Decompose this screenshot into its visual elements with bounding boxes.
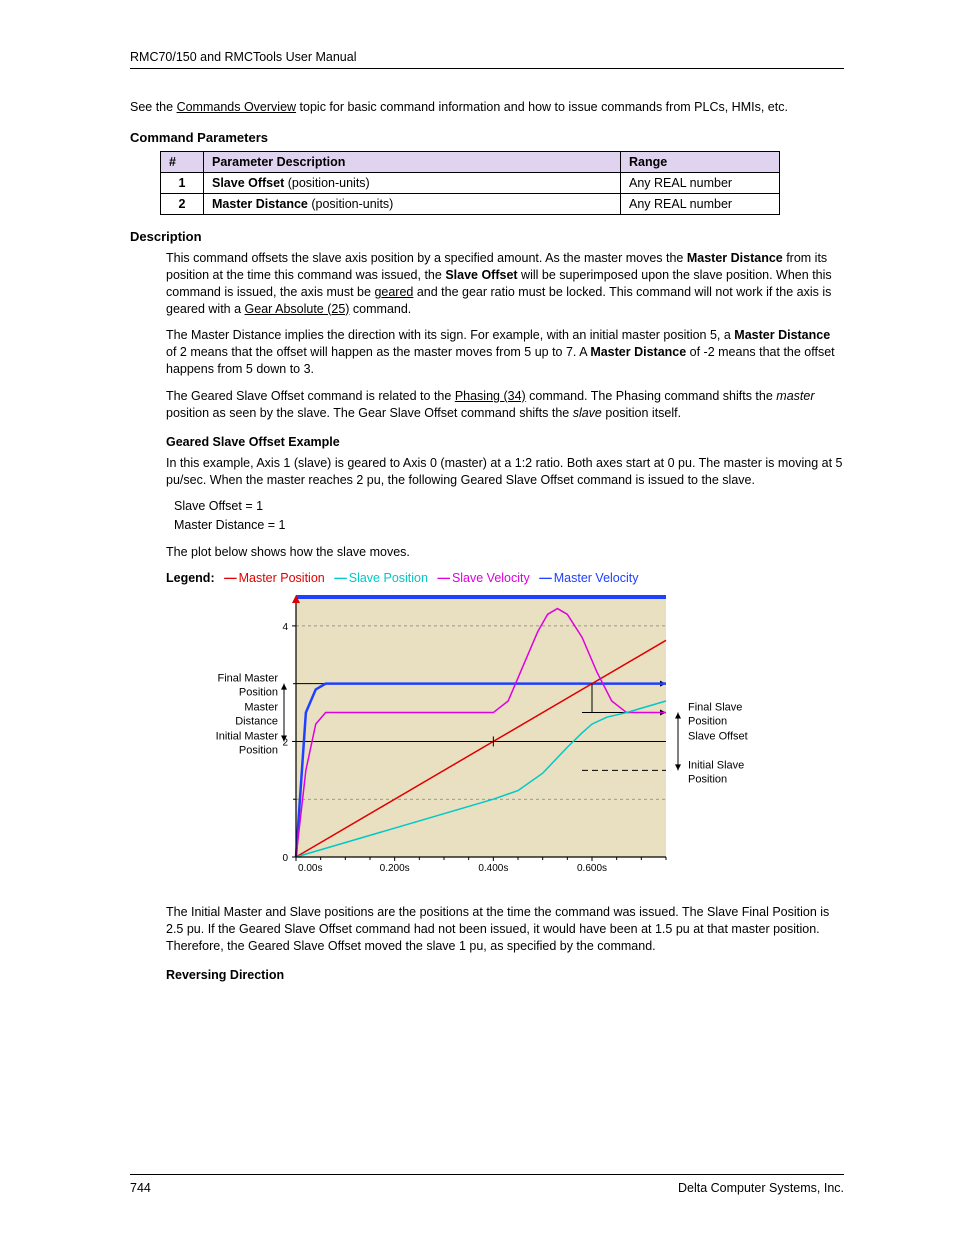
table-row: 2 Master Distance (position-units) Any R…	[161, 193, 780, 214]
col-num: #	[161, 151, 204, 172]
svg-text:Position: Position	[239, 687, 278, 699]
example-p1: In this example, Axis 1 (slave) is geare…	[166, 455, 844, 489]
svg-text:Master: Master	[244, 702, 278, 714]
page-header: RMC70/150 and RMCTools User Manual	[130, 50, 844, 64]
example-value-1: Slave Offset = 1	[174, 498, 844, 515]
intro-paragraph: See the Commands Overview topic for basi…	[130, 99, 844, 116]
description-heading: Description	[130, 229, 844, 244]
chart: 0240.00s0.200s0.400s0.600sFinal MasterPo…	[166, 587, 844, 890]
geared-link[interactable]: geared	[374, 285, 413, 299]
svg-text:0.200s: 0.200s	[380, 863, 410, 874]
command-parameters-heading: Command Parameters	[130, 130, 844, 145]
col-desc: Parameter Description	[204, 151, 621, 172]
svg-text:Distance: Distance	[235, 716, 278, 728]
company-name: Delta Computer Systems, Inc.	[678, 1181, 844, 1195]
example-heading: Geared Slave Offset Example	[166, 434, 844, 451]
table-header-row: # Parameter Description Range	[161, 151, 780, 172]
svg-text:0.600s: 0.600s	[577, 863, 607, 874]
phasing-link[interactable]: Phasing (34)	[455, 389, 526, 403]
svg-text:0: 0	[282, 853, 288, 864]
page-footer: 744 Delta Computer Systems, Inc.	[130, 1168, 844, 1195]
header-rule	[130, 68, 844, 69]
svg-text:Position: Position	[239, 744, 278, 756]
parameters-table: # Parameter Description Range 1 Slave Of…	[160, 151, 780, 215]
svg-text:Position: Position	[688, 773, 727, 785]
col-range: Range	[621, 151, 780, 172]
page-number: 744	[130, 1181, 151, 1195]
table-row: 1 Slave Offset (position-units) Any REAL…	[161, 172, 780, 193]
svg-text:Initial Master: Initial Master	[216, 730, 279, 742]
svg-text:0.400s: 0.400s	[478, 863, 508, 874]
svg-text:4: 4	[282, 622, 288, 633]
commands-overview-link[interactable]: Commands Overview	[177, 100, 296, 114]
svg-text:Final Master: Final Master	[217, 673, 278, 685]
svg-text:0.00s: 0.00s	[298, 863, 322, 874]
description-p3: The Geared Slave Offset command is relat…	[166, 388, 844, 422]
description-p2: The Master Distance implies the directio…	[166, 327, 844, 378]
plot-intro: The plot below shows how the slave moves…	[166, 544, 844, 561]
reversing-heading: Reversing Direction	[166, 967, 844, 984]
chart-legend: Legend: —Master Position —Slave Position…	[166, 571, 844, 585]
post-chart-paragraph: The Initial Master and Slave positions a…	[166, 904, 844, 955]
svg-text:Position: Position	[688, 716, 727, 728]
example-value-2: Master Distance = 1	[174, 517, 844, 534]
gear-absolute-link[interactable]: Gear Absolute (25)	[245, 302, 350, 316]
svg-text:Final Slave: Final Slave	[688, 702, 742, 714]
svg-text:Initial Slave: Initial Slave	[688, 759, 744, 771]
svg-text:Slave Offset: Slave Offset	[688, 730, 748, 742]
description-p1: This command offsets the slave axis posi…	[166, 250, 844, 318]
